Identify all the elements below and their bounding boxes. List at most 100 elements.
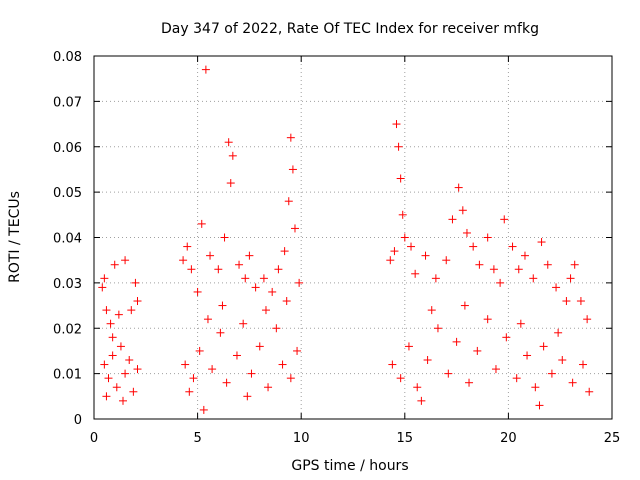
data-point	[104, 374, 113, 383]
data-point	[284, 197, 293, 206]
data-point	[570, 260, 579, 269]
data-point	[199, 405, 208, 414]
y-tick-label: 0.07	[53, 95, 82, 110]
data-point	[100, 360, 109, 369]
data-point	[278, 360, 287, 369]
data-point	[241, 274, 250, 283]
data-point	[473, 346, 482, 355]
data-point	[568, 378, 577, 387]
data-point	[201, 65, 210, 74]
data-point	[576, 297, 585, 306]
x-tick-label: 5	[193, 431, 201, 446]
data-point	[226, 179, 235, 188]
data-point	[512, 374, 521, 383]
data-point	[531, 383, 540, 392]
data-point	[259, 274, 268, 283]
data-point	[121, 256, 130, 265]
data-point	[566, 274, 575, 283]
x-axis-label: GPS time / hours	[291, 458, 408, 474]
x-tick-label: 20	[500, 431, 517, 446]
data-point	[465, 378, 474, 387]
axis-ticks: 0 5 10 15 20 25 0 0.01 0.02 0.03 0.04 0.05 0.06 0.07 0…	[53, 50, 620, 446]
data-point	[404, 342, 413, 351]
data-point	[535, 401, 544, 410]
data-point	[475, 260, 484, 269]
x-tick-label: 25	[604, 431, 621, 446]
data-point	[197, 219, 206, 228]
data-point	[108, 351, 117, 360]
y-tick-label: 0.03	[53, 277, 82, 292]
data-point	[547, 369, 556, 378]
data-point	[407, 242, 416, 251]
data-point	[539, 342, 548, 351]
data-point	[433, 324, 442, 333]
data-point	[245, 251, 254, 260]
data-point	[427, 306, 436, 315]
data-point	[216, 328, 225, 337]
data-point	[400, 233, 409, 242]
data-point	[222, 378, 231, 387]
data-point	[462, 228, 471, 237]
data-point	[483, 315, 492, 324]
data-point	[239, 319, 248, 328]
data-point	[483, 233, 492, 242]
data-point	[390, 247, 399, 256]
data-point	[183, 242, 192, 251]
data-point	[195, 346, 204, 355]
data-point	[268, 287, 277, 296]
data-point	[442, 256, 451, 265]
x-tick-label: 15	[397, 431, 414, 446]
data-point	[293, 346, 302, 355]
x-tick-label: 0	[90, 431, 98, 446]
data-point	[396, 174, 405, 183]
data-point	[116, 342, 125, 351]
data-point	[114, 310, 123, 319]
y-tick-label: 0.05	[53, 186, 82, 201]
data-point	[458, 206, 467, 215]
y-tick-label: 0.06	[53, 141, 82, 156]
data-point	[286, 133, 295, 142]
data-point	[189, 374, 198, 383]
data-point	[98, 283, 107, 292]
data-point	[108, 333, 117, 342]
data-point	[388, 360, 397, 369]
y-tick-label: 0.02	[53, 322, 82, 337]
data-point	[235, 260, 244, 269]
data-point	[228, 151, 237, 160]
data-point	[554, 328, 563, 337]
y-tick-label: 0.01	[53, 368, 82, 383]
data-point	[220, 233, 229, 242]
data-point	[552, 283, 561, 292]
data-point	[537, 238, 546, 247]
data-point	[578, 360, 587, 369]
data-point	[460, 301, 469, 310]
data-point	[193, 287, 202, 296]
chart-title: Day 347 of 2022, Rate Of TEC Index for r…	[161, 21, 539, 37]
data-point	[218, 301, 227, 310]
data-point	[119, 396, 128, 405]
data-point	[274, 265, 283, 274]
y-tick-label: 0.04	[53, 232, 82, 247]
data-point	[187, 265, 196, 274]
data-point	[203, 315, 212, 324]
data-point	[106, 319, 115, 328]
data-point	[454, 183, 463, 192]
data-point	[396, 374, 405, 383]
data-point	[508, 242, 517, 251]
data-point	[214, 265, 223, 274]
data-point	[129, 387, 138, 396]
data-point	[179, 256, 188, 265]
data-point	[133, 297, 142, 306]
data-point	[295, 278, 304, 287]
data-point	[133, 365, 142, 374]
data-point	[516, 319, 525, 328]
data-point	[502, 333, 511, 342]
data-point	[448, 215, 457, 224]
data-point	[125, 356, 134, 365]
x-tick-label: 10	[293, 431, 310, 446]
data-point	[444, 369, 453, 378]
data-point	[411, 269, 420, 278]
data-point	[489, 265, 498, 274]
data-point	[102, 392, 111, 401]
data-point	[452, 337, 461, 346]
